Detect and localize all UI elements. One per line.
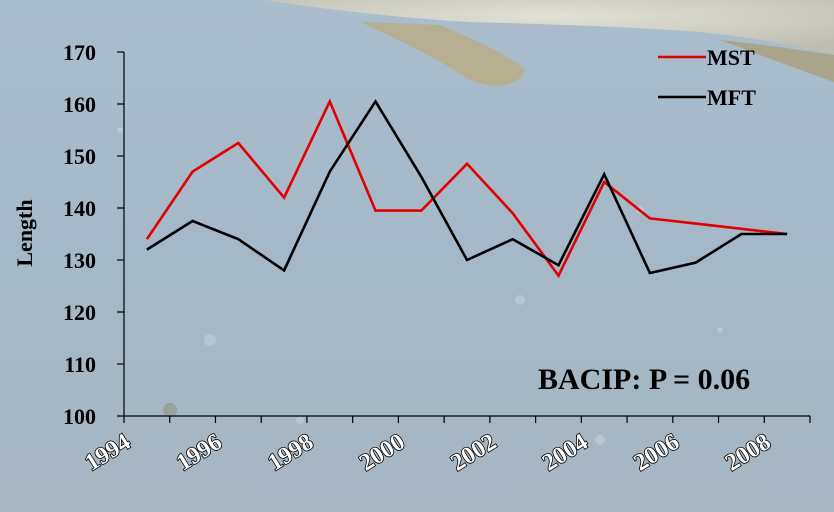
y-tick-labels: 100 110 120 130 140 150 160 170 xyxy=(63,40,96,429)
legend-label-mst: MST xyxy=(707,45,755,70)
y-tick-label: 150 xyxy=(63,144,96,169)
bacip-annotation: BACIP: P = 0.06 xyxy=(538,363,750,396)
background-fish-image xyxy=(265,0,834,86)
y-tick-label: 140 xyxy=(63,196,96,221)
legend-label-mft: MFT xyxy=(707,85,756,110)
series-layer xyxy=(145,98,788,279)
y-axis-label: Length xyxy=(12,199,37,266)
y-tick-label: 130 xyxy=(63,248,96,273)
legend: MST MFT xyxy=(658,45,756,110)
y-tick-label: 120 xyxy=(63,300,96,325)
y-tick-label: 170 xyxy=(63,40,96,65)
axes xyxy=(117,51,811,423)
y-tick-label: 110 xyxy=(64,352,96,377)
series-line-mft xyxy=(146,98,788,275)
series-line-mst xyxy=(145,98,788,279)
y-tick-label: 100 xyxy=(63,404,96,429)
y-tick-label: 160 xyxy=(63,92,96,117)
